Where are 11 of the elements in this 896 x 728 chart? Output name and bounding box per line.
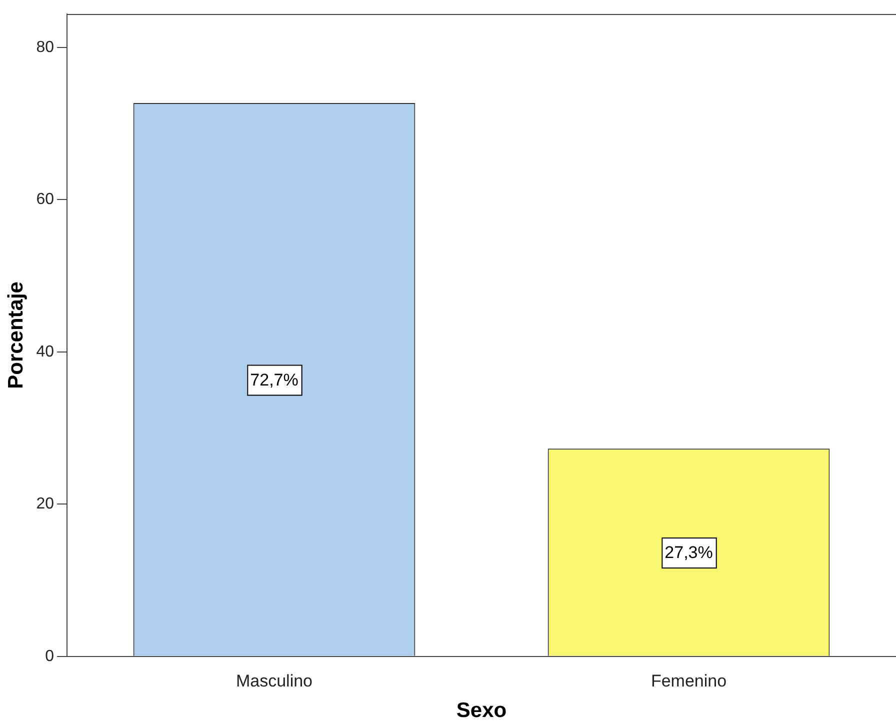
data-label: 27,3% [664,543,713,562]
x-tick-label: Femenino [650,671,727,690]
y-tick-label: 0 [45,648,54,665]
x-tick-label: Masculino [236,671,313,690]
x-axis-title: Sexo [456,699,507,722]
y-tick-label: 60 [36,191,54,208]
y-tick-label: 20 [36,496,54,513]
y-tick-label: 80 [36,38,54,56]
data-label: 72,7% [250,370,298,390]
y-axis-title: Porcentaje [4,282,28,389]
y-tick-label: 40 [36,343,54,360]
